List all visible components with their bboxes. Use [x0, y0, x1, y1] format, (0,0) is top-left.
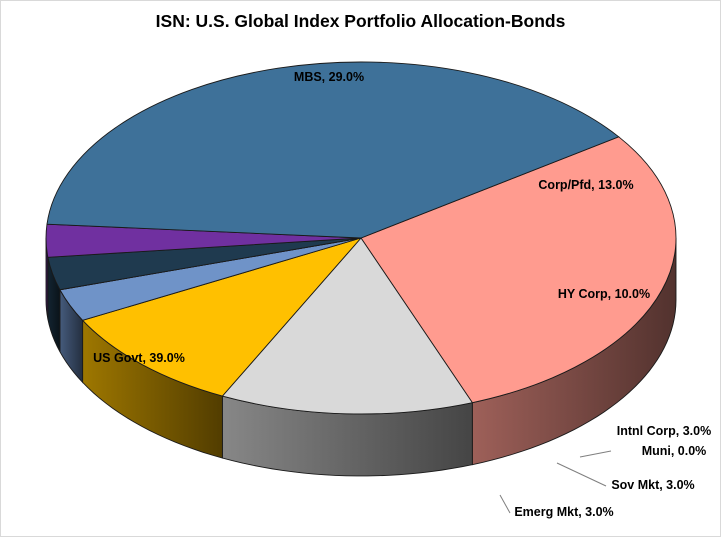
- leader-muni: [579, 450, 612, 458]
- slice-corp-pfd: [221, 237, 474, 415]
- chart-title: ISN: U.S. Global Index Portfolio Allocat…: [155, 11, 566, 31]
- label-corp-pfd: Corp/Pfd, 13.0%: [538, 178, 633, 192]
- leader-sov-mkt: [556, 462, 607, 487]
- label-hy-corp: HY Corp, 10.0%: [558, 287, 650, 301]
- data-labels: MBS, 29.0% Corp/Pfd, 13.0% HY Corp, 10.0% I…: [93, 70, 711, 519]
- slice-mbs: [360, 136, 677, 404]
- label-us-govt: US Govt, 39.0%: [93, 351, 185, 365]
- leader-lines: [499, 450, 612, 514]
- label-muni: Muni, 0.0%: [642, 444, 707, 458]
- label-mbs: MBS, 29.0%: [294, 70, 364, 84]
- label-intnl-corp: Intnl Corp, 3.0%: [617, 424, 711, 438]
- label-emerg-mkt: Emerg Mkt, 3.0%: [514, 505, 613, 519]
- pie-top-face: [45, 61, 677, 415]
- label-sov-mkt: Sov Mkt, 3.0%: [611, 478, 694, 492]
- leader-emerg-mkt: [499, 494, 511, 514]
- slice-hy-corp: [81, 237, 363, 397]
- slice-us-govt: [46, 61, 620, 239]
